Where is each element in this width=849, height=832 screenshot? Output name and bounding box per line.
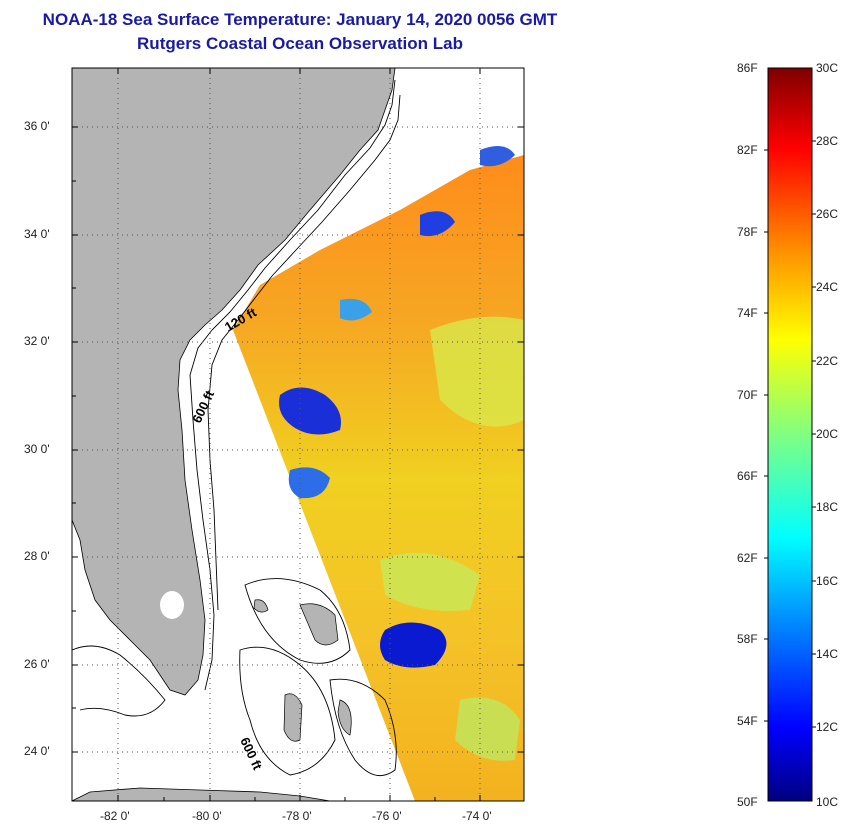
colorbar-c-label: 12C: [816, 720, 839, 734]
colorbar-f-label: 62F: [737, 551, 758, 565]
cuba: [72, 787, 331, 801]
bahamas-island: [337, 699, 352, 736]
lat-label: 24 0': [24, 744, 50, 758]
lat-label: 28 0': [24, 549, 50, 563]
cold-patch: [380, 622, 447, 668]
colorbar-c-label: 14C: [816, 647, 839, 661]
sst-patch-green: [380, 552, 480, 611]
lon-label: -78 0': [282, 809, 312, 823]
contour-600ft: [207, 94, 401, 611]
bahamas-island: [299, 603, 339, 646]
contour-bahamas: [244, 578, 351, 664]
colorbar-c-label: 18C: [816, 500, 839, 514]
cold-patch: [288, 467, 330, 499]
bahamas-island: [283, 693, 303, 742]
graticule: [72, 68, 524, 801]
sst-swath: [233, 155, 524, 801]
contour-label: 600 ft: [189, 388, 217, 426]
map-ticks: [72, 68, 524, 801]
colorbar-f-label: 66F: [737, 469, 758, 483]
cold-patch: [279, 387, 341, 435]
colorbar-c-label: 20C: [816, 427, 839, 441]
colorbar-f-label: 74F: [737, 306, 758, 320]
map-frame: [71, 67, 525, 802]
colorbar-f-label: 70F: [737, 388, 758, 402]
colorbar-f-label: 78F: [737, 225, 758, 239]
cold-patch: [420, 211, 455, 237]
contour-bahamas: [239, 646, 336, 776]
contour-bahamas: [329, 678, 397, 777]
lat-label: 34 0': [24, 227, 50, 241]
colorbar-f-label: 82F: [737, 143, 758, 157]
lon-label: -74 0': [462, 809, 492, 823]
colorbar-f-label: 54F: [737, 714, 758, 728]
colorbar-c-label: 30C: [816, 61, 839, 75]
sst-patch-green: [430, 316, 524, 427]
colorbar-c-label: 24C: [816, 280, 839, 294]
lon-label: -82 0': [100, 809, 130, 823]
colorbar-f-label: 58F: [737, 632, 758, 646]
cold-patch: [340, 298, 372, 321]
colorbar: [767, 67, 813, 802]
map-subtitle: Rutgers Coastal Ocean Observation Lab: [137, 34, 463, 53]
colorbar-c-label: 16C: [816, 574, 839, 588]
sst-patch-green: [455, 697, 520, 761]
lake-okeechobee: [160, 591, 184, 619]
map-title: NOAA-18 Sea Surface Temperature: January…: [42, 10, 558, 29]
colorbar-f-label: 50F: [737, 795, 758, 809]
colorbar-c-label: 22C: [816, 354, 839, 368]
lat-label: 26 0': [24, 657, 50, 671]
lon-label: -80 0': [192, 809, 222, 823]
colorbar-c-label: 28C: [816, 134, 839, 148]
contour-label: 600 ft: [237, 735, 265, 773]
contour-florida-keys: [72, 645, 166, 717]
colorbar-c-label: 26C: [816, 207, 839, 221]
lat-label: 36 0': [24, 119, 50, 133]
colorbar-ticks: [764, 140, 816, 728]
map-area: [72, 68, 524, 801]
bahamas-island: [253, 599, 269, 613]
contour-120ft: [189, 79, 396, 691]
colorbar-c-label: 10C: [816, 795, 839, 809]
colorbar-f-label: 86F: [737, 61, 758, 75]
lat-label: 32 0': [24, 334, 50, 348]
cold-patch: [480, 146, 515, 167]
lat-label: 30 0': [24, 442, 50, 456]
lon-label: -76 0': [372, 809, 402, 823]
us-mainland: [72, 68, 396, 696]
